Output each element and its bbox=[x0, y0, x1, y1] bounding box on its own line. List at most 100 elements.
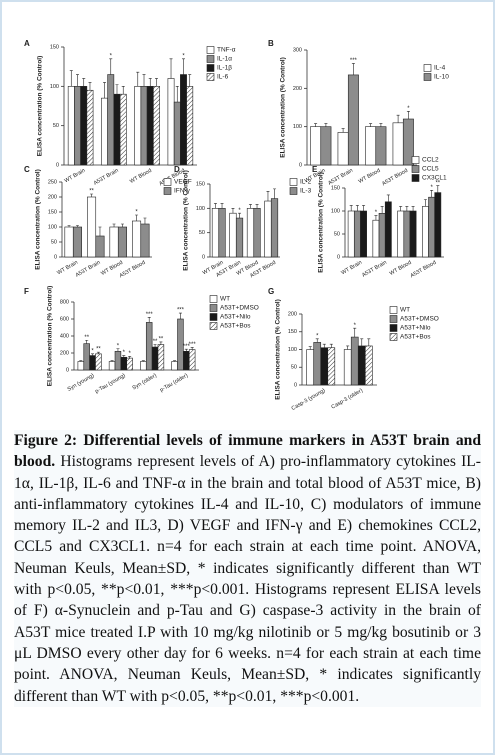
bar bbox=[114, 350, 122, 371]
error-bar bbox=[386, 194, 390, 202]
error-bar bbox=[379, 123, 383, 127]
panel-letter: B bbox=[268, 39, 274, 48]
legend-swatch bbox=[389, 324, 398, 332]
y-tick-label: 300 bbox=[293, 47, 302, 53]
legend-label: IL-4 bbox=[434, 65, 446, 72]
significance-mark: *** bbox=[146, 312, 154, 318]
bar bbox=[183, 350, 190, 371]
legend-label: CCL5 bbox=[422, 166, 439, 173]
significance-mark: * bbox=[375, 210, 378, 216]
error-bar bbox=[147, 317, 151, 323]
error-bar bbox=[178, 312, 182, 319]
error-bar bbox=[67, 225, 71, 227]
bar bbox=[188, 349, 196, 371]
bar bbox=[310, 126, 322, 166]
legend-label: CX3CL1 bbox=[422, 175, 447, 182]
error-bar bbox=[406, 111, 410, 119]
x-tick-label: WT Brain bbox=[64, 168, 87, 185]
error-bar bbox=[341, 128, 345, 133]
x-tick-label: A53T Blood bbox=[381, 168, 409, 188]
y-tick-label: 0 bbox=[56, 162, 59, 168]
error-bar bbox=[351, 63, 355, 75]
bar bbox=[365, 126, 377, 166]
error-bar bbox=[374, 215, 378, 221]
significance-mark: * bbox=[316, 333, 319, 339]
error-bar bbox=[238, 212, 242, 219]
bar bbox=[360, 210, 367, 258]
error-bar bbox=[346, 345, 350, 350]
y-tick-label: 200 bbox=[288, 311, 297, 317]
bar bbox=[422, 206, 429, 258]
error-bar bbox=[315, 338, 319, 343]
bar bbox=[264, 200, 272, 258]
y-tick-label: 200 bbox=[48, 194, 57, 200]
error-bar bbox=[91, 353, 95, 356]
bar bbox=[126, 357, 133, 371]
significance-mark: * bbox=[123, 350, 126, 356]
legend-swatch bbox=[411, 165, 420, 173]
x-tick-label: A53T Blood bbox=[410, 260, 438, 280]
error-bar bbox=[143, 217, 147, 224]
y-tick-label: 50 bbox=[51, 239, 57, 245]
error-bar bbox=[76, 74, 80, 87]
bar bbox=[132, 220, 142, 258]
y-tick-label: 0 bbox=[337, 254, 340, 260]
error-bar bbox=[324, 123, 328, 127]
legend-swatch bbox=[209, 322, 218, 330]
y-tick-label: 100 bbox=[196, 206, 205, 212]
significance-mark: *** bbox=[177, 308, 185, 314]
bar bbox=[306, 349, 315, 386]
y-axis-label: ELISA concentration (% Control) bbox=[35, 169, 42, 270]
y-tick-label: 50 bbox=[334, 231, 340, 237]
error-bar bbox=[90, 193, 94, 197]
legend-swatch bbox=[209, 313, 218, 321]
error-bar bbox=[436, 185, 440, 193]
bar bbox=[80, 86, 88, 166]
legend-swatch bbox=[389, 333, 398, 341]
y-tick-label: 100 bbox=[50, 84, 59, 90]
bar bbox=[167, 78, 175, 166]
y-tick-label: 150 bbox=[196, 181, 205, 187]
bar bbox=[372, 219, 380, 258]
y-tick-label: 0 bbox=[294, 382, 297, 388]
error-bar bbox=[112, 223, 116, 227]
error-bar bbox=[98, 226, 102, 236]
bar bbox=[171, 361, 178, 371]
legend-label: A53T+Bos bbox=[400, 334, 431, 341]
significance-mark: * bbox=[110, 53, 113, 59]
legend-label: A53T+DMSO bbox=[220, 305, 259, 312]
error-bar bbox=[85, 339, 89, 344]
bar bbox=[86, 89, 94, 166]
y-tick-label: 0 bbox=[202, 254, 205, 260]
legend-label: A53T+Nilo bbox=[400, 325, 431, 332]
error-bar bbox=[121, 86, 125, 95]
bar bbox=[403, 210, 411, 258]
legend-swatch bbox=[206, 64, 215, 72]
y-axis-label: ELISA concentration (% Control) bbox=[318, 172, 325, 273]
y-axis-label: ELISA concentration (% Control) bbox=[37, 56, 44, 157]
panel-letter: A bbox=[24, 39, 30, 48]
bar bbox=[246, 208, 255, 258]
bar bbox=[270, 198, 279, 258]
error-bar bbox=[405, 206, 409, 211]
legend-label: IL-1β bbox=[217, 65, 232, 72]
error-bar bbox=[213, 203, 217, 209]
significance-mark: * bbox=[91, 348, 94, 354]
error-bar bbox=[173, 360, 177, 362]
significance-mark: * bbox=[430, 185, 433, 191]
error-bar bbox=[349, 205, 353, 211]
bar bbox=[409, 210, 417, 258]
bar bbox=[357, 345, 366, 386]
error-bar bbox=[362, 205, 366, 211]
error-bar bbox=[82, 78, 86, 87]
y-tick-label: 0 bbox=[66, 367, 69, 373]
bar bbox=[157, 344, 165, 371]
y-tick-label: 100 bbox=[331, 208, 340, 214]
significance-mark: * bbox=[238, 208, 241, 214]
bar bbox=[229, 212, 237, 258]
x-tick-label: WT Brain bbox=[340, 260, 363, 277]
bar bbox=[74, 86, 81, 166]
error-bar bbox=[322, 343, 326, 348]
significance-mark: * bbox=[407, 106, 410, 112]
error-bar bbox=[128, 356, 132, 359]
